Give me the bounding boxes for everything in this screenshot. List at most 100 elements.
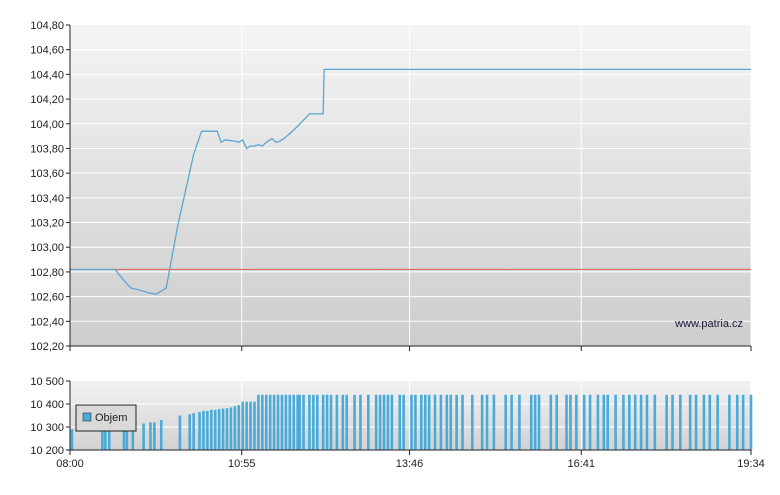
volume-y-tick-label: 10 400 [30, 399, 64, 411]
volume-bar [202, 410, 205, 450]
volume-bar [461, 394, 464, 450]
volume-bar [70, 429, 74, 450]
volume-bar [101, 431, 104, 450]
volume-bar [708, 394, 712, 450]
volume-bar [741, 394, 745, 450]
volume-bar [645, 394, 649, 450]
volume-bar [188, 414, 192, 450]
volume-bar [107, 431, 111, 450]
price-y-tick-label: 102,20 [30, 341, 64, 353]
volume-bar [606, 394, 610, 450]
volume-bar [423, 394, 427, 450]
volume-bar [653, 394, 657, 450]
volume-bar [596, 394, 600, 450]
volume-bar [665, 394, 668, 450]
volume-bar [622, 394, 625, 450]
volume-bar [433, 394, 437, 450]
volume-bar [533, 394, 537, 450]
volume-bar [312, 394, 315, 450]
volume-bar [284, 394, 288, 450]
volume-bar [471, 394, 474, 450]
volume-bar [276, 394, 280, 450]
price-plot-area [70, 25, 751, 346]
volume-bar [353, 394, 356, 450]
price-y-tick-label: 103,80 [30, 143, 64, 155]
price-y-tick-label: 103,00 [30, 242, 64, 254]
volume-bar [602, 394, 606, 450]
volume-bar [253, 401, 256, 450]
price-y-tick-label: 103,60 [30, 168, 64, 180]
price-y-tick-label: 103,20 [30, 218, 64, 230]
volume-bar [639, 394, 643, 450]
volume-bar [341, 394, 345, 450]
watermark: www.patria.cz [674, 318, 743, 330]
x-tick-label: 13:46 [396, 458, 424, 470]
volume-bar [518, 394, 521, 450]
volume-bar [249, 401, 252, 450]
x-tick-label: 08:00 [56, 458, 84, 470]
volume-bar [716, 394, 719, 450]
legend-swatch [82, 412, 92, 422]
volume-y-tick-label: 10 200 [30, 445, 64, 457]
volume-bar [131, 425, 135, 450]
volume-bar [233, 406, 237, 450]
volume-bar [198, 412, 201, 450]
volume-bar [206, 410, 209, 450]
volume-bar [480, 394, 484, 450]
volume-bar [142, 423, 145, 450]
volume-y-tick-label: 10 500 [30, 376, 64, 388]
volume-bar [628, 394, 631, 450]
volume-bar [735, 394, 739, 450]
volume-bar [153, 422, 156, 450]
volume-bar [210, 409, 213, 450]
volume-bar [529, 394, 533, 450]
volume-bar [749, 394, 753, 450]
volume-bar [292, 394, 296, 450]
volume-bar [382, 394, 386, 450]
volume-bar [614, 394, 617, 450]
price-y-tick-label: 104,60 [30, 45, 64, 57]
volume-bar [345, 394, 349, 450]
volume-bar [633, 394, 637, 450]
volume-bar [367, 394, 370, 450]
volume-bar [728, 394, 731, 450]
price-y-tick-label: 104,20 [30, 94, 64, 106]
volume-bar [702, 394, 706, 450]
volume-bar [302, 394, 305, 450]
volume-bar [398, 394, 402, 450]
volume-bar [288, 394, 292, 450]
volume-bar [386, 394, 390, 450]
volume-bar [449, 394, 453, 450]
volume-bar [192, 413, 195, 450]
volume-bars [70, 394, 753, 450]
volume-bar [679, 394, 682, 450]
x-tick-label: 10:55 [228, 458, 256, 470]
volume-bar [245, 401, 248, 450]
volume-bar [241, 401, 245, 450]
volume-bar [217, 409, 221, 450]
volume-bar [268, 394, 272, 450]
volume-bar [125, 427, 129, 450]
volume-bar [229, 407, 233, 450]
volume-bar [159, 420, 163, 450]
legend: Objem [75, 404, 137, 432]
volume-bar [272, 394, 276, 450]
volume-bar [325, 394, 329, 450]
price-y-tick-label: 102,40 [30, 316, 64, 328]
volume-bar [149, 422, 152, 450]
price-y-tick-label: 104,40 [30, 69, 64, 81]
volume-bar [335, 394, 339, 450]
volume-bar [694, 394, 698, 450]
price-y-tick-label: 103,40 [30, 193, 64, 205]
volume-bar [485, 394, 489, 450]
price-y-tick-label: 104,00 [30, 119, 64, 131]
volume-bar [575, 394, 578, 450]
volume-bar [455, 394, 458, 450]
volume-bar [378, 394, 382, 450]
volume-bar [390, 394, 394, 450]
x-tick-label: 19:34 [737, 458, 765, 470]
x-tick-label: 16:41 [567, 458, 595, 470]
volume-bar [315, 394, 319, 450]
